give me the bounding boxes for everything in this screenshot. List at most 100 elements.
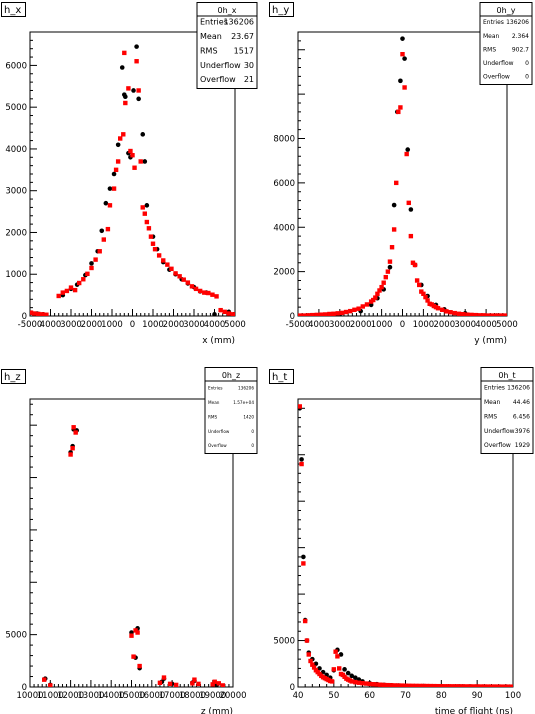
data-point: [383, 274, 388, 280]
stats-value: 902.7: [512, 46, 529, 53]
data-point: [71, 425, 76, 430]
data-point: [431, 683, 437, 687]
data-point: [310, 312, 315, 316]
y-axis: 0 2000 4000 6000 8000: [273, 31, 305, 322]
data-point: [449, 684, 455, 687]
data-point: [387, 264, 393, 270]
data-point: [464, 684, 469, 687]
stats-label: Underflow: [200, 61, 241, 70]
stats-value: 1929: [515, 442, 530, 449]
data-point: [477, 313, 483, 316]
stats-label: Underflow: [484, 428, 515, 435]
chart-panel-h-z: h_z 1000011000120001300014000150001600017…: [1, 367, 258, 714]
data-point: [356, 680, 362, 685]
data-point: [439, 684, 444, 687]
x-tick-label: 3000: [183, 320, 205, 330]
data-point: [181, 277, 186, 282]
data-point: [177, 274, 182, 279]
data-point: [118, 136, 123, 141]
data-point: [489, 684, 494, 687]
data-point: [148, 234, 154, 239]
x-tick-label: 16000: [138, 691, 165, 701]
data-point: [331, 667, 337, 672]
data-point: [314, 312, 320, 316]
data-point: [375, 291, 380, 297]
data-point: [313, 661, 319, 667]
data-point: [353, 675, 358, 681]
series-black-circles: [306, 36, 499, 316]
data-point: [412, 262, 418, 268]
x-tick-label: 40: [293, 691, 304, 701]
series-red-squares: [298, 51, 507, 316]
data-point: [342, 667, 347, 672]
data-point: [68, 452, 73, 457]
stats-value: 2.364: [512, 33, 529, 40]
data-point: [196, 681, 201, 687]
data-point: [329, 679, 335, 684]
data-point: [417, 282, 422, 288]
data-point: [414, 683, 419, 687]
data-point: [134, 44, 139, 49]
data-point: [478, 684, 483, 687]
data-point: [301, 554, 306, 560]
data-point: [343, 309, 349, 315]
data-point: [308, 658, 313, 664]
x-tick-label: 12000: [57, 691, 84, 701]
y-tick-label: 6000: [5, 61, 27, 71]
data-point: [150, 241, 156, 246]
data-point: [119, 65, 125, 70]
data-point: [136, 88, 141, 93]
data-point: [40, 312, 45, 316]
data-point: [140, 132, 146, 137]
x-axis: 40 50 60 70 80 90 100: [293, 680, 521, 701]
data-point: [421, 683, 426, 687]
data-point: [367, 681, 372, 687]
data-point: [132, 165, 137, 170]
data-point: [405, 147, 411, 152]
y-axis: 0 1000 2000 3000 4000 5000 6000: [5, 31, 37, 322]
data-point: [410, 683, 415, 687]
stats-value: 30: [244, 61, 254, 70]
data-point: [353, 679, 358, 685]
x-tick-label: 15000: [118, 691, 145, 701]
data-point: [320, 669, 326, 675]
data-point: [349, 673, 355, 679]
stats-label: Overflow: [208, 443, 227, 448]
data-point: [425, 298, 430, 303]
data-point: [97, 249, 102, 254]
data-point: [371, 297, 376, 303]
data-point: [457, 684, 462, 687]
data-point: [311, 665, 317, 670]
data-point: [299, 461, 304, 467]
data-point: [482, 684, 487, 687]
data-point: [212, 312, 217, 316]
data-point: [152, 246, 158, 252]
data-point: [173, 682, 179, 687]
data-point: [317, 666, 322, 671]
x-tick-label: 2000: [350, 320, 372, 330]
stats-label: Mean: [483, 33, 500, 40]
data-point: [335, 654, 340, 659]
data-point: [448, 310, 453, 315]
data-point: [298, 313, 303, 316]
stats-label: Underflow: [208, 429, 230, 434]
data-point: [467, 684, 473, 687]
stats-label: Overflow: [483, 74, 510, 81]
data-point: [115, 159, 121, 164]
data-point: [128, 148, 133, 154]
series-red-squares: [42, 425, 226, 687]
data-point: [298, 404, 302, 409]
stats-label: Mean: [484, 399, 501, 406]
data-point: [456, 311, 462, 316]
data-point: [389, 245, 395, 250]
data-point: [364, 302, 370, 307]
x-tick-label: 10000: [16, 691, 43, 701]
data-point: [48, 683, 53, 687]
data-point: [322, 312, 328, 316]
x-tick-label: 11000: [37, 691, 64, 701]
chart-title: h_x: [4, 5, 21, 16]
x-tick-label: 20000: [219, 691, 246, 701]
data-point: [142, 211, 147, 216]
